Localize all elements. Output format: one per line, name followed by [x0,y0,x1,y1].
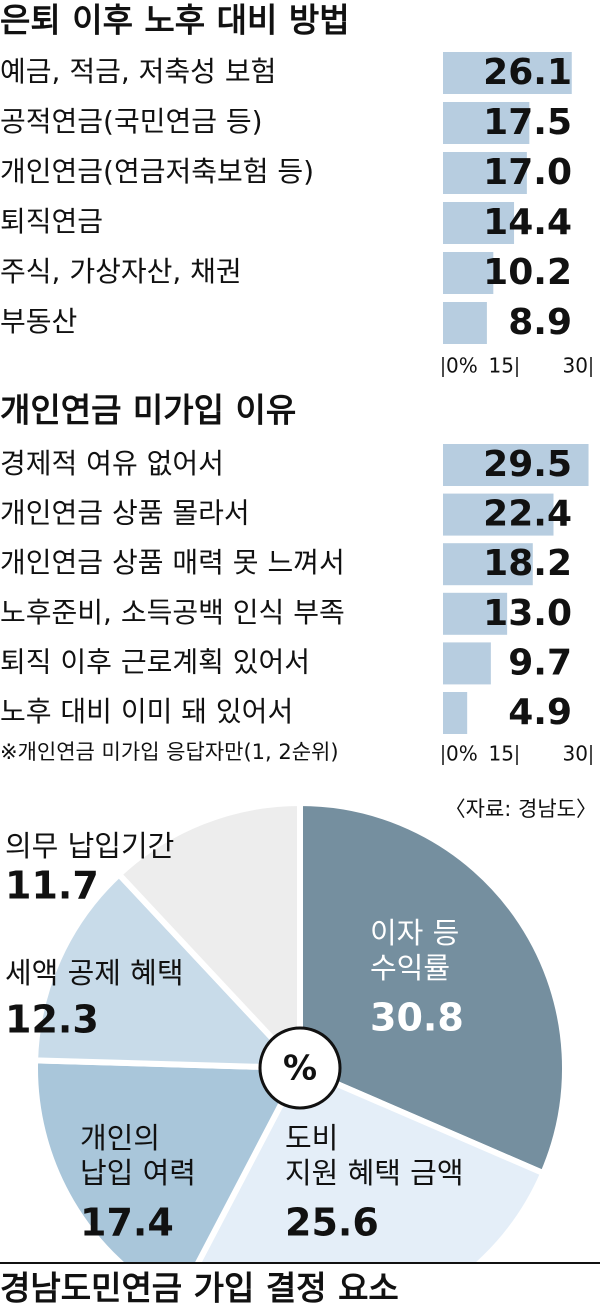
category-label: 주식, 가상자산, 채권 [0,255,242,288]
value-label: 8.9 [508,302,572,343]
value-label: 26.1 [483,52,572,93]
tick-label: 30 [563,742,588,766]
category-label: 노후 대비 이미 돼 있어서 [0,695,293,728]
value-label: 17.5 [483,102,572,143]
pie-slice [114,799,303,1076]
value-label: 13.0 [483,593,572,634]
slice-label: 세액 공제 혜택 [5,956,184,990]
unit-label: % [283,1049,317,1089]
bar [443,543,533,586]
tick-label: 30 [563,354,588,378]
bar [443,152,527,194]
tick-label: 0% [446,354,478,378]
bar [443,692,468,734]
tick-label: 15 [489,742,514,766]
category-label: 공적연금(국민연금 등) [0,105,263,138]
category-label: 개인연금(연금저축보험 등) [0,155,314,188]
bar [443,52,572,94]
value-label: 4.9 [508,692,572,733]
category-label: 경제적 여유 없어서 [0,447,224,480]
chart-title: 경남도민연금 가입 결정 요소 [0,1269,399,1308]
pie [32,799,568,1262]
value-label: 9.7 [508,642,572,683]
category-label: 개인연금 상품 몰라서 [0,497,250,530]
center-badge [258,1026,342,1110]
chart-title: 은퇴 이후 노후 대비 방법 [0,1,350,40]
bar [443,493,554,536]
chart-title: 개인연금 미가입 이유 [0,391,296,430]
value-label: 14.4 [483,202,572,243]
bar [443,642,491,685]
category-label: 노후준비, 소득공백 인식 부족 [0,596,345,629]
bar [443,252,494,294]
footnote: ※개인연금 미가입 응답자만(1, 2순위) [0,740,339,764]
category-label: 부동산 [0,305,77,338]
slice-value: 25.6 [285,1201,379,1245]
pie-slice [195,1064,548,1262]
pie-slice [297,799,568,1178]
slice-value: 17.4 [80,1201,174,1245]
category-label: 예금, 적금, 저축성 보험 [0,55,276,88]
value-label: 29.5 [483,444,572,485]
bar [443,202,515,244]
pie-slice [32,1057,305,1262]
value-label: 10.2 [483,252,572,293]
bar [443,592,508,635]
slice-value: 11.7 [5,864,99,908]
slice-value: 12.3 [5,998,99,1042]
slice-label: 이자 등 수익률 [370,916,459,985]
category-label: 퇴직 이후 근로계획 있어서 [0,645,310,678]
value-label: 18.2 [483,543,572,584]
bar [443,444,589,486]
category-label: 퇴직연금 [0,205,103,238]
category-label: 개인연금 상품 매력 못 느껴서 [0,546,345,579]
slice-label: 도비 지원 혜택 금액 [285,1121,464,1190]
bar [443,302,487,344]
bar [443,102,530,144]
pie-slice [32,870,308,1072]
value-label: 22.4 [483,494,572,535]
tick-label: 15 [489,354,514,378]
slice-value: 30.8 [370,996,464,1040]
slice-label: 의무 납입기간 [5,829,174,863]
tick-label: 0% [446,742,478,766]
slice-label: 개인의 납입 여력 [80,1121,196,1190]
value-label: 17.0 [483,152,572,193]
source: 〈자료: 경남도〉 [445,797,597,821]
